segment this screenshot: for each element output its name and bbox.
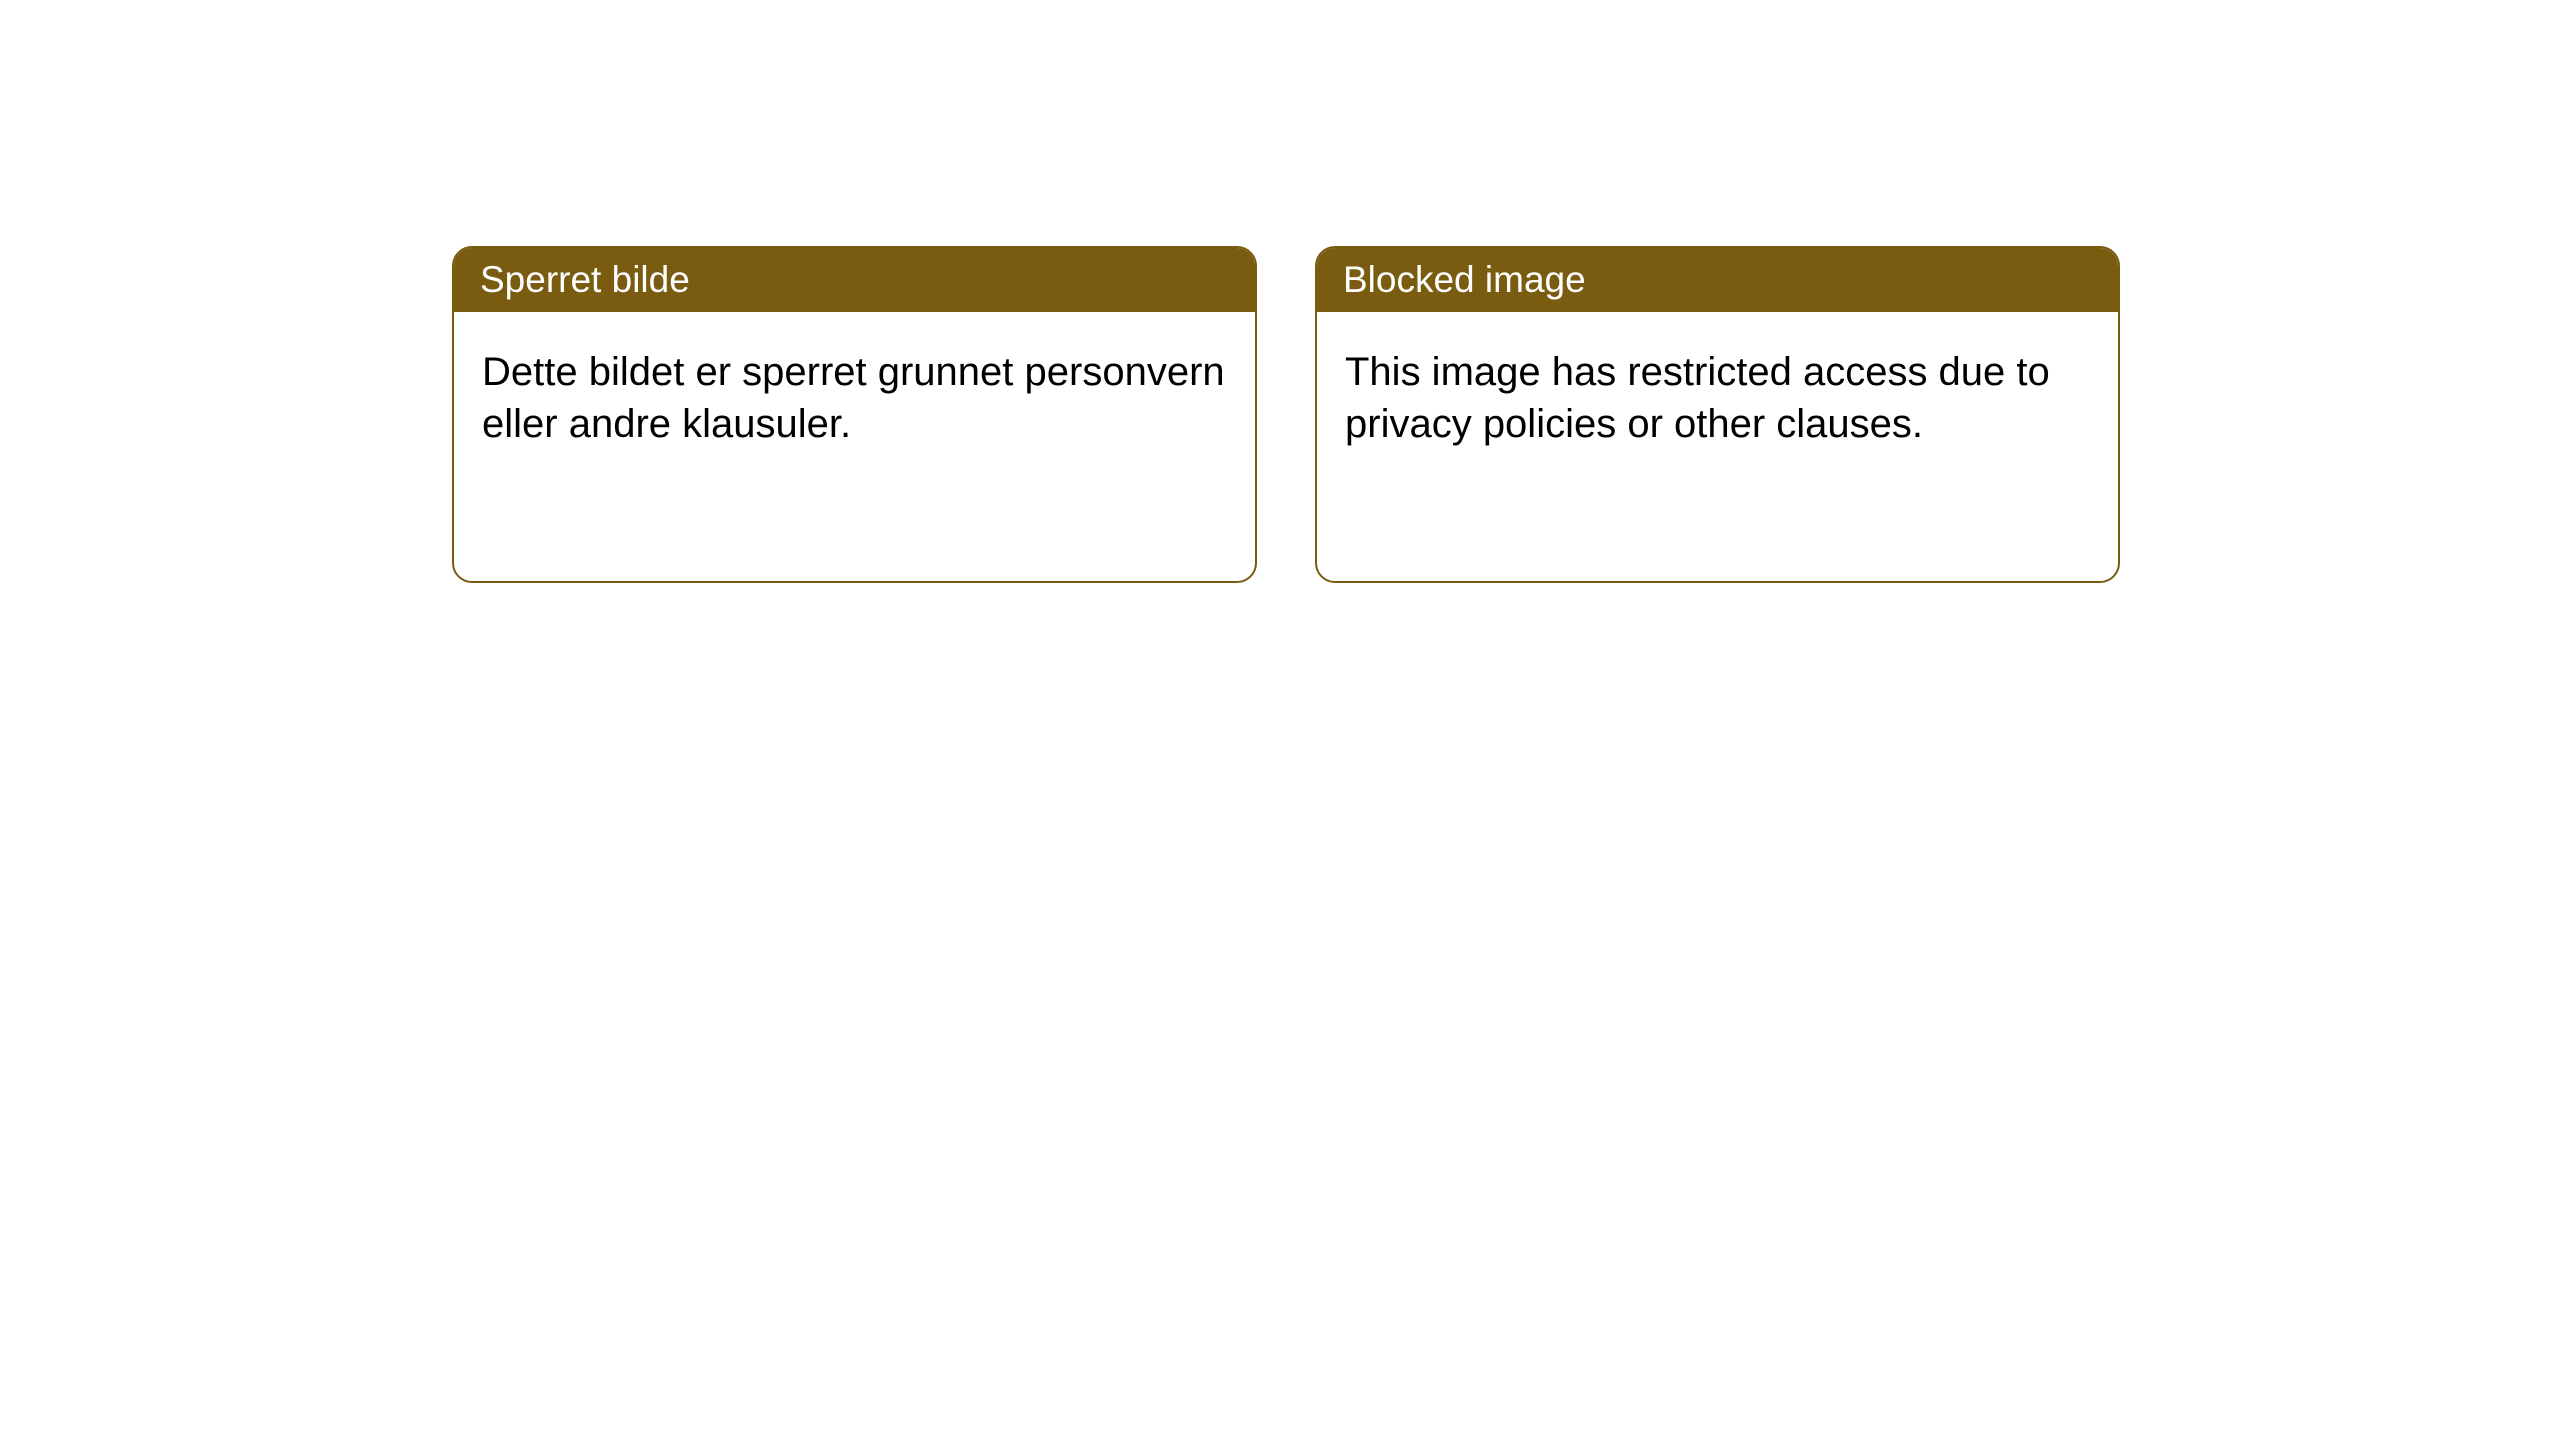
notice-card-english: Blocked image This image has restricted … bbox=[1315, 246, 2120, 583]
notice-header-norwegian: Sperret bilde bbox=[454, 248, 1255, 312]
notice-container: Sperret bilde Dette bildet er sperret gr… bbox=[452, 246, 2120, 583]
notice-card-norwegian: Sperret bilde Dette bildet er sperret gr… bbox=[452, 246, 1257, 583]
notice-body-norwegian: Dette bildet er sperret grunnet personve… bbox=[454, 312, 1255, 484]
notice-body-english: This image has restricted access due to … bbox=[1317, 312, 2118, 484]
notice-header-english: Blocked image bbox=[1317, 248, 2118, 312]
